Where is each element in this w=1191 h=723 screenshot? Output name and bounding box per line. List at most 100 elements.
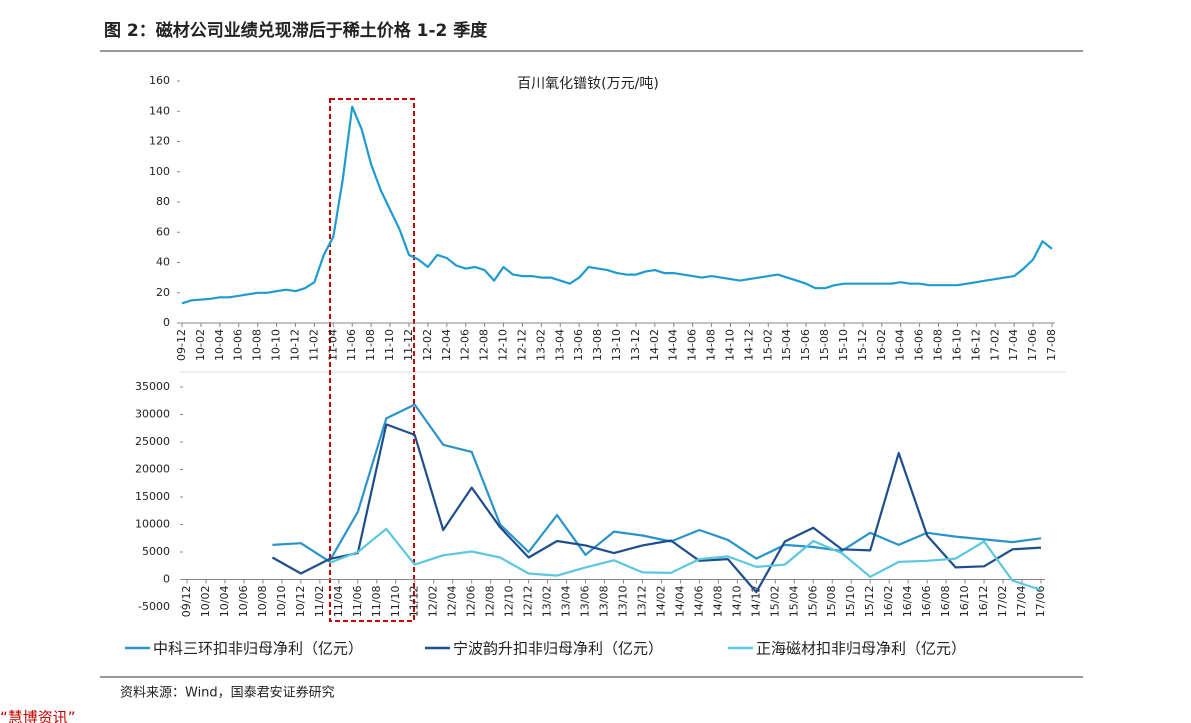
y-tick-label: -5000 [138, 600, 170, 613]
x-tick-label: 10/06 [237, 586, 250, 618]
x-tick-label: 13-10 [610, 329, 623, 361]
x-tick-label: 16/06 [920, 586, 933, 618]
x-tick-label: 14/02 [654, 586, 667, 618]
x-tick-label: 13/02 [541, 586, 554, 618]
x-tick-label: 13/04 [560, 586, 573, 618]
x-tick-label: 12/12 [522, 586, 535, 618]
x-tick-label: 11-12 [402, 329, 415, 361]
y-tick-label: 0 [163, 316, 170, 329]
y-tick-label: 20000 [135, 463, 170, 476]
x-tick-label: 10/02 [199, 586, 212, 618]
x-tick-label: 10-08 [251, 329, 264, 361]
x-tick-label: 17/04 [1015, 586, 1028, 618]
x-tick-label: 17-08 [1045, 329, 1058, 361]
x-tick-label: 17/06 [1034, 586, 1047, 618]
x-tick-label: 14-02 [648, 329, 661, 361]
x-tick-label: 16-02 [875, 329, 888, 361]
data-line [272, 403, 1042, 563]
x-tick-label: 15-08 [818, 329, 831, 361]
x-tick-label: 11/12 [408, 586, 421, 618]
x-tick-label: 15-10 [837, 329, 850, 361]
x-tick-label: 12-12 [515, 329, 528, 361]
y-tick-label: 60 [156, 225, 170, 238]
x-tick-label: 12-10 [497, 329, 510, 361]
x-tick-label: 11/10 [389, 586, 402, 618]
y-tick-label: 20 [156, 286, 170, 299]
y-tick-label: 15000 [135, 490, 170, 503]
legend-label: 正海磁材扣非归母净利（亿元） [756, 640, 966, 658]
x-tick-label: 17/02 [996, 586, 1009, 618]
x-tick-label: 10/12 [294, 586, 307, 618]
x-tick-label: 15/12 [863, 586, 876, 618]
x-tick-label: 10-10 [270, 329, 283, 361]
x-tick-label: 14/04 [673, 586, 686, 618]
x-tick-label: 13/12 [635, 586, 648, 618]
y-tick-label: 40 [156, 256, 170, 269]
x-tick-label: 12-02 [421, 329, 434, 361]
x-tick-label: 13/10 [616, 586, 629, 618]
x-tick-label: 13-06 [572, 329, 585, 361]
x-tick-label: 13/08 [598, 586, 611, 618]
x-tick-label: 11-02 [307, 329, 320, 361]
y-tick-label: 100 [149, 165, 170, 178]
x-tick-label: 15-02 [761, 329, 774, 361]
y-tick-label: 160 [149, 74, 170, 87]
x-tick-label: 16-10 [950, 329, 963, 361]
x-tick-label: 12/04 [446, 586, 459, 618]
x-tick-label: 15/02 [768, 586, 781, 618]
x-tick-label: 11/02 [313, 586, 326, 618]
x-tick-label: 16/12 [977, 586, 990, 618]
x-tick-label: 15/10 [844, 586, 857, 618]
x-tick-label: 15/04 [787, 586, 800, 618]
x-tick-label: 14/06 [692, 586, 705, 618]
x-tick-label: 14-06 [686, 329, 699, 361]
legend-label: 中科三环扣非归母净利（亿元） [153, 640, 363, 658]
x-tick-label: 14-08 [705, 329, 718, 361]
x-tick-label: 16/08 [939, 586, 952, 618]
y-tick-label: 80 [156, 195, 170, 208]
x-tick-label: 15/08 [825, 586, 838, 618]
x-tick-label: 12/02 [427, 586, 440, 618]
x-tick-label: 11/06 [351, 586, 364, 618]
x-tick-label: 12/10 [503, 586, 516, 618]
x-tick-label: 17-02 [988, 329, 1001, 361]
x-tick-label: 14/12 [749, 586, 762, 618]
x-tick-label: 15-12 [856, 329, 869, 361]
x-tick-label: 15/06 [806, 586, 819, 618]
x-tick-label: 12/08 [484, 586, 497, 618]
x-tick-label: 12-08 [478, 329, 491, 361]
x-tick-label: 14/10 [730, 586, 743, 618]
page-title: 图 2：磁材公司业绩兑现滞后于稀土价格 1-2 季度 [104, 20, 488, 41]
x-tick-label: 13-04 [553, 329, 566, 361]
x-tick-label: 16-08 [932, 329, 945, 361]
x-tick-label: 16/02 [882, 586, 895, 618]
x-tick-label: 14-04 [667, 329, 680, 361]
chart-title: 百川氧化镨钕(万元/吨) [517, 76, 659, 92]
x-tick-label: 11/04 [332, 586, 345, 618]
x-tick-label: 16-04 [894, 329, 907, 361]
x-tick-label: 10-06 [232, 329, 245, 361]
y-tick-label: 35000 [135, 380, 170, 393]
x-tick-label: 15-04 [780, 329, 793, 361]
x-tick-label: 11-06 [345, 329, 358, 361]
x-tick-label: 10-04 [213, 329, 226, 361]
y-tick-label: 10000 [135, 518, 170, 531]
x-tick-label: 12/06 [465, 586, 478, 618]
x-tick-label: 09/12 [180, 586, 193, 618]
y-tick-label: 140 [149, 104, 170, 117]
y-tick-label: 25000 [135, 435, 170, 448]
x-tick-label: 10/04 [218, 586, 231, 618]
y-tick-label: 0 [163, 573, 170, 586]
x-tick-label: 13-02 [534, 329, 547, 361]
x-tick-label: 16-12 [969, 329, 982, 361]
x-tick-label: 11-08 [364, 329, 377, 361]
y-tick-label: 5000 [142, 545, 170, 558]
x-tick-label: 16/04 [901, 586, 914, 618]
y-tick-label: 30000 [135, 408, 170, 421]
x-tick-label: 16-06 [913, 329, 926, 361]
x-tick-label: 10/08 [256, 586, 269, 618]
data-line [328, 527, 1042, 592]
x-tick-label: 11-04 [326, 329, 339, 361]
highlight-box [329, 98, 415, 622]
